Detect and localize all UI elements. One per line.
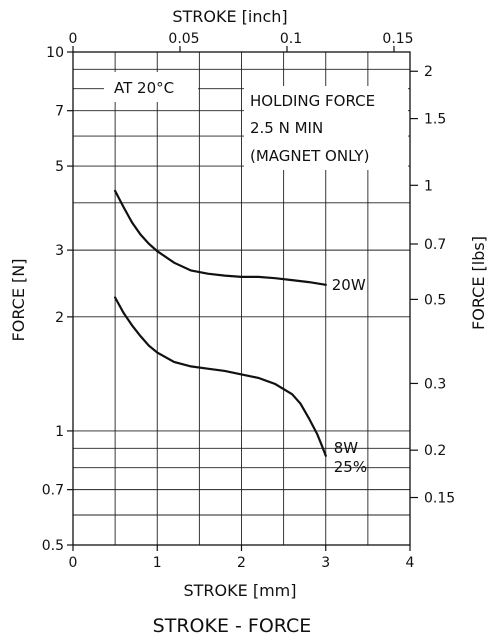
- top-tick-label: 0.1: [280, 31, 302, 47]
- holding-force-line1: HOLDING FORCE: [250, 92, 375, 110]
- holding-force-line3: (MAGNET ONLY): [250, 147, 369, 165]
- axis-ticks: 0 1 2 3 4 0.5 0.7 1 2 3 5 7 10 0 0.05 0.1 0.15 2 1.5 1 0.7 0.…: [42, 31, 455, 571]
- right-tick-label: 1.5: [424, 112, 446, 128]
- right-axis-title: FORCE [lbs]: [469, 236, 488, 330]
- right-tick-label: 0.15: [424, 491, 455, 507]
- series-label-8w: 8W: [334, 439, 359, 457]
- y-tick-label: 10: [46, 45, 64, 61]
- right-tick-label: 0.2: [424, 443, 446, 459]
- top-tick-label: 0.15: [382, 31, 413, 47]
- x-tick-label: 0: [69, 555, 78, 571]
- y-axis-title: FORCE [N]: [9, 259, 28, 342]
- y-tick-label: 2: [55, 310, 64, 326]
- holding-force-box: [244, 86, 408, 170]
- holding-force-line2: 2.5 N MIN: [250, 119, 323, 137]
- series-label-20w: 20W: [332, 276, 366, 294]
- top-axis-title: STROKE [inch]: [172, 7, 287, 26]
- x-tick-label: 1: [153, 555, 162, 571]
- y-tick-label: 0.7: [42, 483, 64, 499]
- x-tick-label: 2: [237, 555, 246, 571]
- temperature-annotation: AT 20°C: [114, 79, 174, 97]
- series-line-20w: [114, 189, 327, 286]
- temperature-box: [104, 72, 198, 102]
- top-tick-label: 0.05: [168, 31, 199, 47]
- y-tick-label: 0.5: [42, 538, 64, 554]
- x-tick-label: 4: [406, 555, 415, 571]
- right-tick-label: 0.3: [424, 376, 446, 392]
- series-label-duty: 25%: [334, 458, 367, 476]
- y-tick-label: 7: [55, 104, 64, 120]
- x-tick-label: 3: [321, 555, 330, 571]
- x-axis-title: STROKE [mm]: [184, 581, 297, 600]
- series-line-8w: [114, 296, 327, 457]
- top-tick-label: 0: [69, 31, 78, 47]
- y-tick-label: 1: [55, 424, 64, 440]
- right-tick-label: 1: [424, 178, 433, 194]
- y-tick-label: 5: [55, 159, 64, 175]
- right-tick-label: 0.7: [424, 237, 446, 253]
- right-tick-label: 0.5: [424, 292, 446, 308]
- y-tick-label: 3: [55, 243, 64, 259]
- chart-title: STROKE - FORCE: [153, 615, 312, 637]
- right-tick-label: 2: [424, 64, 433, 80]
